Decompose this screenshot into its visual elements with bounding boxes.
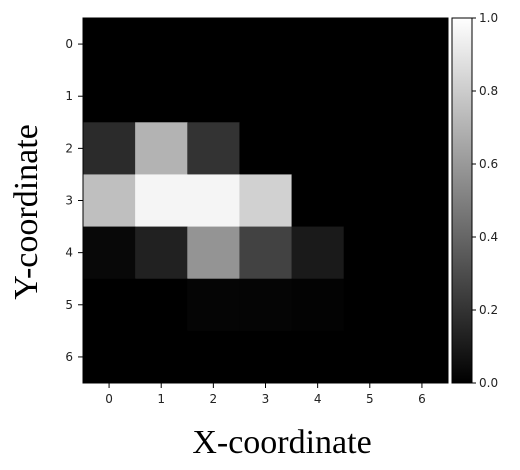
heatmap-cell-r5-c1	[135, 278, 188, 332]
heatmap-cell-r6-c6	[395, 330, 449, 384]
heatmap-cell-r4-c6	[395, 226, 449, 280]
y-tick-label: 1	[65, 89, 73, 103]
heatmap-cell-r3-c3	[239, 174, 293, 228]
heatmap-cell-r1-c4	[291, 70, 345, 123]
heatmap-cell-r1-c6	[395, 70, 449, 123]
y-tick-label: 0	[65, 37, 73, 51]
heatmap-cell-r2-c4	[291, 122, 345, 175]
heatmap-cell-r2-c2	[187, 122, 240, 175]
heatmap-cell-r0-c5	[343, 18, 397, 71]
y-axis-title: Y-coordinate	[8, 124, 45, 300]
heatmap-cell-r0-c2	[187, 18, 240, 71]
y-tick-label: 2	[65, 141, 73, 155]
heatmap-cell-r3-c1	[135, 174, 188, 228]
x-tick-label: 1	[157, 392, 165, 406]
heatmap-cell-r0-c6	[395, 18, 449, 71]
heatmap-cell-r6-c5	[343, 330, 397, 384]
heatmap-cell-r3-c5	[343, 174, 397, 228]
colorbar-tick-label: 0.4	[479, 230, 498, 244]
x-tick-label: 5	[366, 392, 374, 406]
heatmap-cell-r3-c4	[291, 174, 345, 228]
x-axis-ticks: 0 1 2 3 4 5 6	[105, 383, 426, 406]
colorbar-tick-label: 0.8	[479, 84, 498, 98]
heatmap-cell-r6-c3	[239, 330, 293, 384]
x-tick-label: 2	[210, 392, 218, 406]
heatmap-cell-r2-c5	[343, 122, 397, 175]
y-tick-label: 3	[65, 194, 73, 208]
heatmap-cell-r6-c0	[83, 330, 136, 384]
heatmap-cell-r4-c5	[343, 226, 397, 280]
x-tick-label: 0	[105, 392, 113, 406]
x-axis-title: X-coordinate	[192, 424, 371, 461]
colorbar-tick-label: 0.2	[479, 303, 498, 317]
heatmap-cell-r2-c1	[135, 122, 188, 175]
y-tick-label: 5	[65, 298, 73, 312]
heatmap-cell-r6-c4	[291, 330, 345, 384]
heatmap-cell-r0-c0	[83, 18, 136, 71]
colorbar-tick-label: 1.0	[479, 11, 498, 25]
heatmap-cell-r2-c6	[395, 122, 449, 175]
heatmap-cell-r2-c3	[239, 122, 293, 175]
heatmap-cell-r5-c3	[239, 278, 293, 332]
colorbar	[451, 17, 473, 384]
heatmap-cell-r1-c5	[343, 70, 397, 123]
colorbar-tick-label: 0.6	[479, 157, 498, 171]
x-tick-label: 3	[262, 392, 270, 406]
heatmap-cell-r1-c1	[135, 70, 188, 123]
heatmap-cell-r3-c6	[395, 174, 449, 228]
heatmap-cell-r5-c2	[187, 278, 240, 332]
heatmap-cell-r5-c4	[291, 278, 345, 332]
heatmap-cell-r3-c0	[83, 174, 136, 228]
heatmap-cell-r4-c3	[239, 226, 293, 280]
y-axis-ticks: 0 1 2 3 4 5 6	[65, 37, 83, 364]
heatmap-cell-r4-c2	[187, 226, 240, 280]
y-tick-label: 4	[65, 246, 73, 260]
heatmap-cell-r5-c6	[395, 278, 449, 332]
x-tick-label: 4	[314, 392, 322, 406]
heatmap-cell-r0-c3	[239, 18, 293, 71]
heatmap-cell-r4-c1	[135, 226, 188, 280]
heatmap-cell-r1-c3	[239, 70, 293, 123]
heatmap-cell-r4-c4	[291, 226, 345, 280]
heatmap-cell-r3-c2	[187, 174, 240, 228]
heatmap-cell-r1-c2	[187, 70, 240, 123]
y-tick-label: 6	[65, 350, 73, 364]
heatmap-cell-r2-c0	[83, 122, 136, 175]
heatmap-cell-r0-c1	[135, 18, 188, 71]
colorbar-tick-label: 0.0	[479, 376, 498, 390]
heatmap-cell-r5-c0	[83, 278, 136, 332]
heatmap-cell-r6-c1	[135, 330, 188, 384]
heatmap-cell-r6-c2	[187, 330, 240, 384]
heatmap-cell-r4-c0	[83, 226, 136, 280]
heatmap-cell-r1-c0	[83, 70, 136, 123]
x-tick-label: 6	[418, 392, 426, 406]
heatmap-cells	[83, 18, 449, 384]
heatmap-cell-r0-c4	[291, 18, 345, 71]
heatmap-cell-r5-c5	[343, 278, 397, 332]
colorbar-ticks: 0.0 0.2 0.4 0.6 0.8 1.0	[472, 11, 498, 390]
